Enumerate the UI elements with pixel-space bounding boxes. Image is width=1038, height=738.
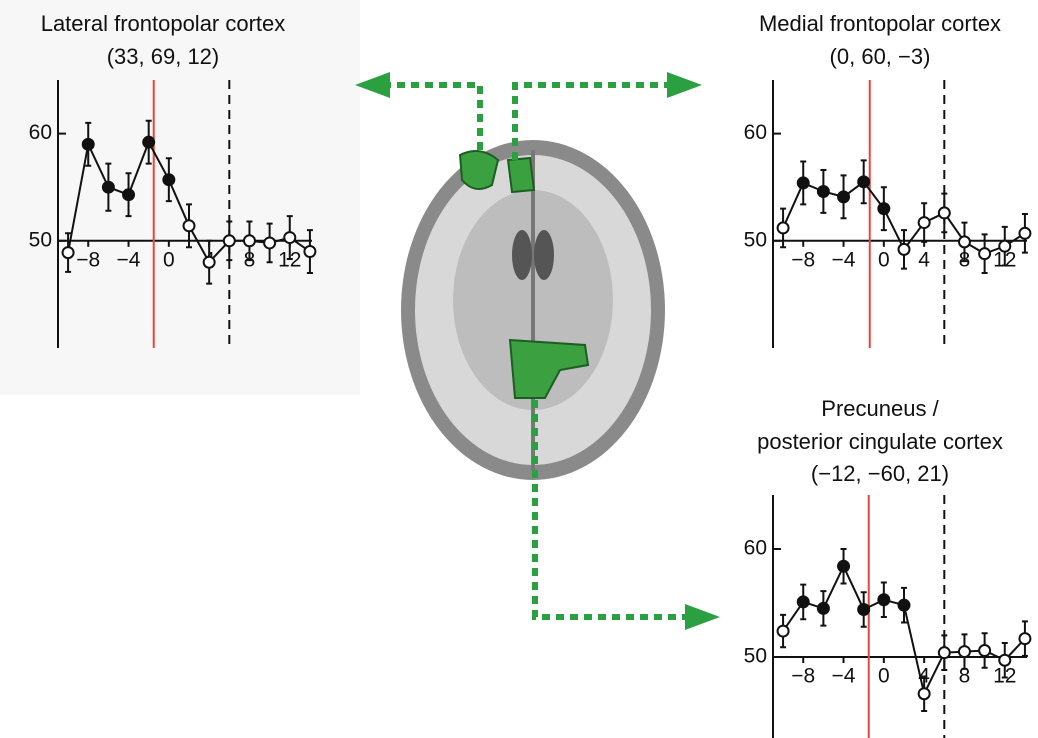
data-point xyxy=(163,174,174,185)
data-point xyxy=(858,176,869,187)
data-point xyxy=(939,207,950,218)
data-point xyxy=(999,655,1010,666)
data-point xyxy=(979,248,990,259)
data-point xyxy=(244,235,255,246)
x-tick-label: 0 xyxy=(878,248,890,271)
data-point xyxy=(818,186,829,197)
data-point xyxy=(1019,633,1030,644)
panel-subtitle: (33, 69, 12) xyxy=(107,44,220,69)
y-tick-label: 50 xyxy=(29,228,52,251)
panel-title: posterior cingulate cortex xyxy=(757,429,1003,454)
chart-panel: Medial frontopolar cortex (0, 60, −3) 50 60… xyxy=(744,11,1031,348)
data-point xyxy=(224,235,235,246)
x-tick-label: 0 xyxy=(878,665,890,688)
data-point xyxy=(858,604,869,615)
x-tick-label: −8 xyxy=(791,248,815,271)
data-point xyxy=(878,594,889,605)
y-tick-label: 60 xyxy=(29,121,52,144)
x-tick-label: 0 xyxy=(163,248,175,271)
data-point xyxy=(63,247,74,258)
x-tick-label: −4 xyxy=(832,248,856,271)
data-point xyxy=(284,232,295,243)
panel-subtitle: (0, 60, −3) xyxy=(830,44,931,69)
y-tick-label: 60 xyxy=(744,537,767,560)
data-point xyxy=(103,182,114,193)
data-point xyxy=(979,645,990,656)
x-tick-label: −4 xyxy=(117,248,141,271)
data-point xyxy=(919,688,930,699)
data-point xyxy=(204,257,215,268)
y-tick-label: 50 xyxy=(744,228,767,251)
y-tick-label: 50 xyxy=(744,645,767,668)
data-point xyxy=(899,600,910,611)
data-point xyxy=(959,646,970,657)
data-point xyxy=(123,189,134,200)
data-point xyxy=(778,222,789,233)
data-point xyxy=(899,244,910,255)
panel-title: Precuneus / xyxy=(821,396,939,421)
data-point xyxy=(878,203,889,214)
data-point xyxy=(999,241,1010,252)
data-point xyxy=(143,137,154,148)
data-point xyxy=(83,139,94,150)
data-point xyxy=(919,217,930,228)
data-point xyxy=(1019,228,1030,239)
panel-title: Medial frontopolar cortex xyxy=(759,11,1001,36)
data-point xyxy=(798,177,809,188)
data-point xyxy=(304,246,315,257)
data-line xyxy=(783,566,1025,693)
data-point xyxy=(838,191,849,202)
data-point xyxy=(798,596,809,607)
data-point xyxy=(838,561,849,572)
data-point xyxy=(184,220,195,231)
data-point xyxy=(959,236,970,247)
data-point xyxy=(939,647,950,658)
x-tick-label: 4 xyxy=(918,248,930,271)
y-tick-label: 60 xyxy=(744,121,767,144)
panel-subtitle: (−12, −60, 21) xyxy=(811,461,949,486)
data-point xyxy=(778,626,789,637)
data-point xyxy=(264,237,275,248)
x-tick-label: −8 xyxy=(76,248,100,271)
x-tick-label: −4 xyxy=(832,665,856,688)
data-point xyxy=(818,603,829,614)
figure: Lateral frontopolar cortex (33, 69, 12) 50… xyxy=(0,0,1038,738)
panel-title: Lateral frontopolar cortex xyxy=(41,11,286,36)
x-tick-label: −8 xyxy=(791,665,815,688)
chart-panel: Precuneus / posterior cingulate cortex (−1… xyxy=(744,396,1031,738)
